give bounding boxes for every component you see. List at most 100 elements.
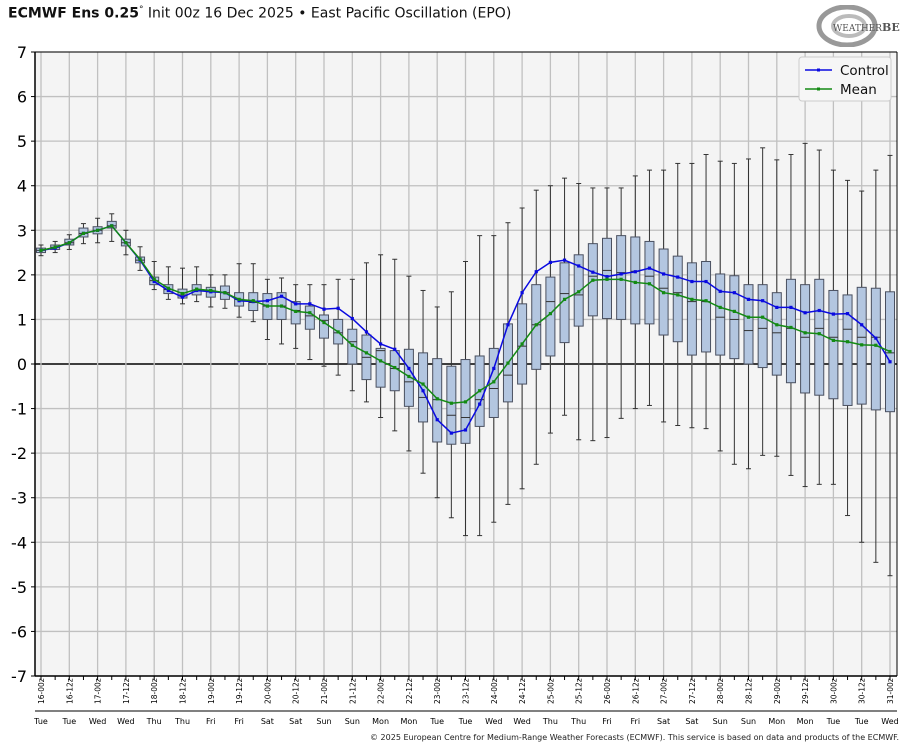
iqr-box (771, 292, 782, 376)
legend: Control Mean (798, 56, 892, 102)
point-control (407, 366, 411, 371)
weekday-label: Sun (345, 717, 360, 726)
x-tick-label: 21-00z (320, 678, 329, 704)
weekday-label: Tue (458, 717, 473, 726)
point-mean (562, 297, 567, 301)
point-control (718, 289, 722, 293)
y-tick-label: -6 (11, 622, 27, 641)
legend-label-control: Control (840, 63, 889, 79)
point-mean (831, 338, 835, 342)
point-mean (251, 299, 255, 303)
y-tick-label: -2 (11, 444, 27, 463)
point-mean (548, 312, 552, 316)
iqr-box (842, 294, 853, 406)
x-tick-label: 18-12z (179, 678, 188, 704)
weekday-label: Tue (429, 717, 444, 726)
point-mean (180, 291, 185, 296)
x-tick-label: 23-00z (433, 678, 442, 704)
point-control (647, 266, 652, 270)
point-mean (732, 309, 736, 314)
point-mean (633, 280, 637, 285)
point-control (860, 323, 864, 327)
point-control (704, 279, 708, 284)
point-mean (322, 320, 326, 325)
x-tick-label: 30-00z (829, 678, 838, 704)
box-plot-53 (785, 154, 796, 476)
point-control (789, 305, 793, 309)
x-tick-label: 20-00z (263, 678, 272, 704)
iqr-box (559, 262, 570, 344)
weekday-label: Tue (826, 717, 841, 726)
point-control (619, 272, 623, 276)
iqr-box (800, 284, 811, 394)
point-mean (888, 349, 892, 354)
iqr-box (729, 275, 740, 360)
point-control (421, 389, 425, 393)
weekday-label: Fri (602, 717, 612, 726)
weekday-label: Mon (797, 717, 814, 726)
point-mean (775, 323, 779, 327)
x-tick-label: 27-12z (688, 678, 697, 704)
point-mean (393, 365, 397, 370)
weekday-label: Wed (89, 717, 106, 726)
point-mean (690, 297, 694, 301)
point-control (690, 279, 694, 284)
chart-description: Init 00z 16 Dec 2025 • East Pacific Osci… (147, 5, 512, 22)
point-mean (746, 315, 751, 319)
point-mean (591, 278, 595, 282)
box-plot-47 (701, 154, 712, 430)
y-tick-label: 2 (17, 266, 27, 285)
point-mean (124, 241, 128, 245)
point-control (463, 428, 468, 432)
iqr-box (686, 262, 697, 356)
y-tick-label: -4 (11, 533, 27, 552)
x-tick-label: 31-00z (886, 678, 895, 704)
weekday-label: Thu (174, 717, 190, 726)
point-mean (463, 400, 468, 404)
box-plot-49 (729, 162, 740, 465)
x-tick-label: 16-00z (37, 678, 46, 704)
point-mean (845, 340, 850, 344)
point-mean (761, 315, 765, 319)
point-mean (803, 331, 807, 335)
point-control (676, 275, 680, 279)
x-tick-label: 19-00z (207, 678, 216, 704)
y-tick-label: 5 (17, 132, 27, 151)
box-plot-27 (418, 289, 429, 474)
y-tick-label: 0 (17, 355, 27, 374)
point-mean (647, 282, 652, 286)
point-mean (209, 288, 213, 293)
weekday-label: Sun (741, 717, 756, 726)
point-control (803, 311, 807, 315)
weekday-label: Mon (400, 717, 417, 726)
point-mean (53, 245, 57, 249)
box-plot-56 (828, 169, 839, 485)
point-mean (789, 325, 793, 330)
model-name: ECMWF Ens 0.25 (8, 5, 139, 22)
point-control (732, 291, 736, 295)
weekday-label: Wed (881, 717, 898, 726)
iqr-box (672, 255, 683, 343)
y-tick-label: 3 (17, 221, 27, 240)
box-plot-24 (375, 254, 386, 418)
point-control (746, 297, 751, 301)
point-mean (435, 397, 439, 401)
point-mean (350, 343, 354, 347)
x-tick-label: 17-12z (122, 678, 131, 704)
weekday-label: Sun (316, 717, 331, 726)
point-control (874, 336, 878, 340)
point-control (506, 323, 510, 327)
point-mean (534, 323, 538, 327)
point-mean (67, 241, 71, 245)
weekday-label: Thu (542, 717, 558, 726)
y-tick-label: 4 (17, 177, 27, 196)
point-control (279, 294, 284, 298)
legend-label-mean: Mean (840, 82, 877, 98)
x-tick-label: 16-12z (65, 678, 74, 704)
point-mean (279, 304, 284, 308)
point-mean (379, 359, 383, 363)
weekday-label: Sat (657, 717, 670, 726)
iqr-box (616, 235, 627, 320)
point-mean (662, 291, 666, 295)
